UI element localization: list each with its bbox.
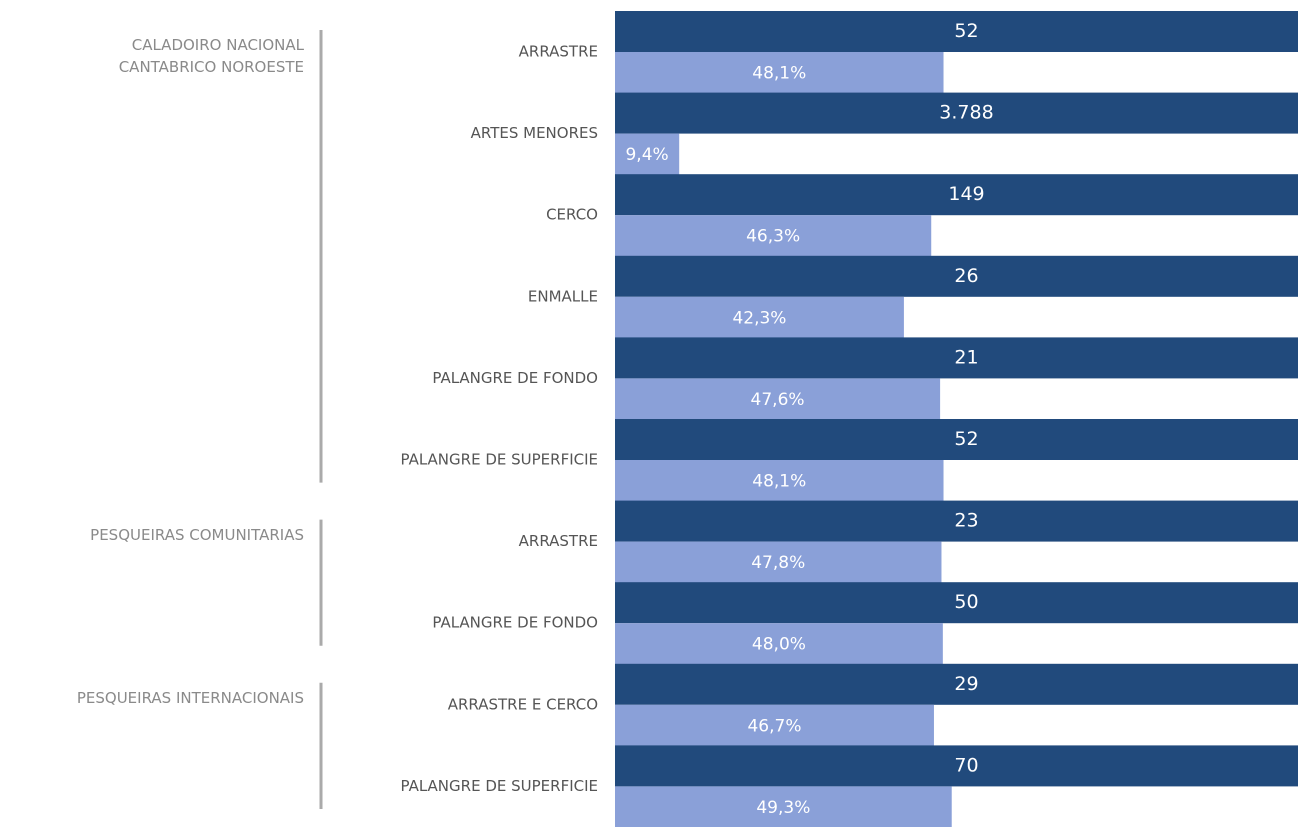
count-bar	[615, 255, 1298, 297]
count-bar	[615, 92, 1298, 134]
share-bar	[615, 215, 932, 257]
group-label-text: PESQUEIRAS INTERNACIONAIS	[76, 688, 304, 707]
count-label: 50	[954, 591, 978, 613]
count-label: 52	[954, 428, 978, 450]
share-label: 48,0%	[752, 635, 806, 655]
share-label: 46,3%	[746, 227, 800, 247]
count-bar	[615, 500, 1298, 542]
category-label: ARRASTRE E CERCO	[448, 695, 598, 713]
share-label: 46,7%	[747, 716, 801, 736]
share-label: 48,1%	[752, 64, 806, 84]
share-label: 47,6%	[751, 390, 805, 410]
share-label: 9,4%	[625, 145, 668, 165]
group-label: CALADOIRO NACIONAL CANTABRICO NOROESTE	[0, 34, 304, 78]
count-label: 3.788	[939, 102, 993, 124]
count-bar	[615, 337, 1298, 379]
category-label: PALANGRE DE FONDO	[432, 614, 598, 632]
share-bar	[615, 541, 942, 583]
group-label: PESQUEIRAS COMUNITARIAS	[0, 524, 304, 546]
category-label: PALANGRE DE SUPERFICIE	[401, 777, 599, 795]
count-bar	[615, 745, 1298, 787]
category-label: CERCO	[546, 206, 598, 224]
share-label: 42,3%	[732, 308, 786, 328]
group-label: PESQUEIRAS INTERNACIONAIS	[0, 687, 304, 709]
share-bar	[615, 623, 943, 665]
category-label: ARRASTRE	[519, 43, 598, 61]
share-bar	[615, 460, 944, 501]
count-bar	[615, 663, 1298, 705]
category-label: PALANGRE DE SUPERFICIE	[401, 451, 599, 469]
count-bar	[615, 582, 1298, 624]
group-label-text: PESQUEIRAS COMUNITARIAS	[90, 525, 304, 544]
count-label: 23	[954, 510, 978, 532]
share-label: 48,1%	[752, 472, 806, 492]
count-bar	[615, 174, 1298, 216]
share-bar	[615, 296, 904, 338]
count-label: 21	[954, 346, 978, 368]
category-label: ARTES MENORES	[471, 124, 598, 142]
share-label: 47,8%	[751, 553, 805, 573]
share-label: 49,3%	[756, 798, 810, 818]
count-bar	[615, 419, 1298, 460]
count-label: 70	[954, 754, 978, 776]
category-label: ENMALLE	[528, 287, 598, 305]
share-bar	[615, 52, 944, 93]
count-label: 149	[948, 183, 984, 205]
count-label: 29	[954, 673, 978, 695]
share-bar	[615, 704, 934, 746]
group-label-text: CALADOIRO NACIONAL CANTABRICO NOROESTE	[118, 36, 304, 76]
count-bar	[615, 11, 1298, 52]
share-bar	[615, 133, 680, 175]
share-bar	[615, 786, 952, 827]
count-label: 52	[954, 20, 978, 42]
category-label: PALANGRE DE FONDO	[432, 369, 598, 387]
share-bar	[615, 378, 941, 420]
category-label: ARRASTRE	[519, 532, 598, 550]
count-label: 26	[954, 265, 978, 287]
